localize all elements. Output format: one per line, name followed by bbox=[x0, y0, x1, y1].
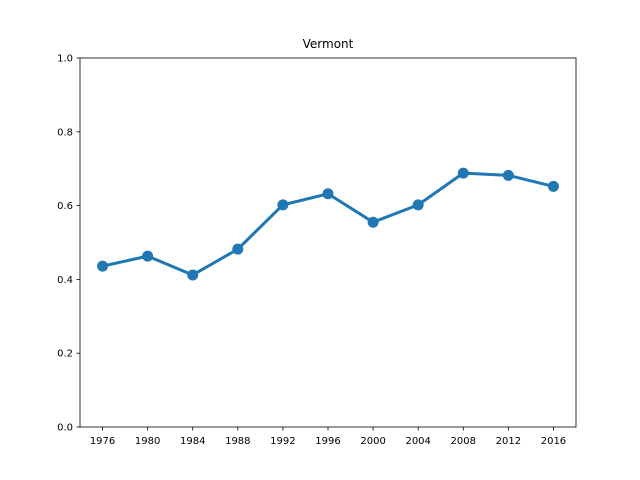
y-tick-label: 0.8 bbox=[57, 127, 73, 138]
data-point bbox=[367, 216, 379, 228]
data-point bbox=[142, 250, 154, 262]
data-point bbox=[412, 199, 424, 211]
x-tick-label: 1996 bbox=[315, 436, 340, 447]
x-tick-label: 1988 bbox=[225, 436, 250, 447]
axes-frame bbox=[79, 57, 577, 428]
chart-title: Vermont bbox=[303, 37, 354, 51]
data-point bbox=[547, 180, 559, 192]
x-tick-label: 2008 bbox=[451, 436, 476, 447]
data-point bbox=[502, 169, 514, 181]
y-tick-label: 0.2 bbox=[57, 349, 73, 360]
x-tick-label: 1976 bbox=[90, 436, 115, 447]
data-point bbox=[97, 260, 109, 272]
x-tick-label: 2000 bbox=[360, 436, 385, 447]
x-tick-label: 1980 bbox=[135, 436, 160, 447]
data-point bbox=[232, 243, 244, 255]
y-tick-label: 0.6 bbox=[57, 201, 73, 212]
data-point bbox=[322, 188, 334, 200]
x-tick-label: 1984 bbox=[180, 436, 205, 447]
data-point bbox=[277, 199, 289, 211]
x-tick-label: 2012 bbox=[496, 436, 521, 447]
y-tick-label: 1.0 bbox=[57, 54, 73, 65]
y-tick-label: 0.0 bbox=[57, 423, 73, 434]
data-point bbox=[457, 167, 469, 179]
plot-area: 0.0 0.2 0.4 0.6 0.8 1.0 1976 1980 1984 1988 1992 19… bbox=[57, 54, 577, 447]
x-tick-label: 2004 bbox=[405, 436, 430, 447]
data-point bbox=[187, 269, 199, 281]
x-tick-label: 1992 bbox=[270, 436, 295, 447]
y-tick-label: 0.4 bbox=[57, 275, 73, 286]
x-tick-label: 2016 bbox=[541, 436, 566, 447]
